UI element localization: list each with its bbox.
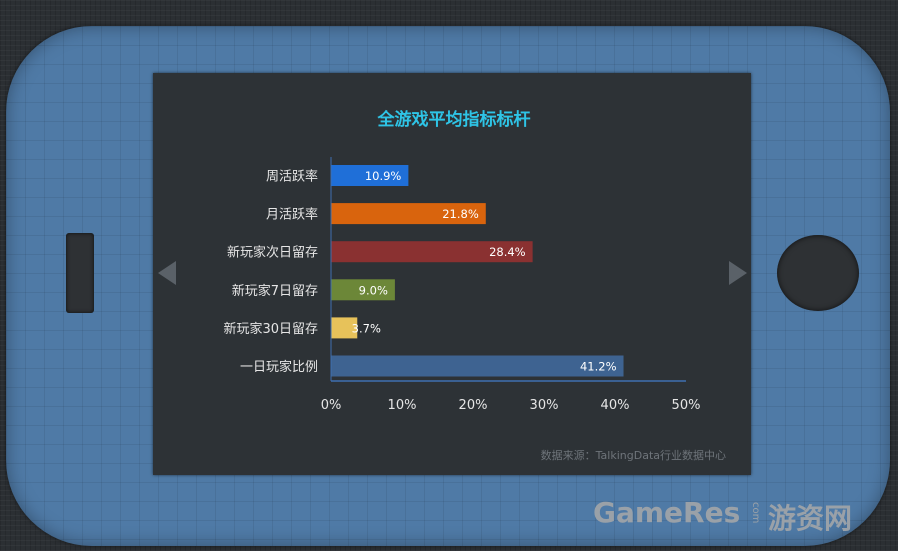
category-label: 新玩家7日留存: [232, 283, 318, 299]
value-label: 3.7%: [352, 321, 381, 335]
category-label: 新玩家次日留存: [227, 245, 318, 261]
category-label: 一日玩家比例: [240, 359, 318, 375]
watermark-cn: 游资网: [768, 502, 853, 535]
x-tick-label: 10%: [388, 398, 417, 413]
bars-layer: 周活跃率 10.9% 月活跃率 21.8% 新玩家次日留存 28.4% 新玩家7日留存 9.0…: [223, 165, 624, 377]
x-tick-label: 30%: [530, 398, 559, 413]
arrow-right-icon[interactable]: [729, 261, 747, 285]
category-label: 周活跃率: [266, 169, 318, 185]
value-label: 9.0%: [359, 283, 388, 297]
category-label: 新玩家30日留存: [223, 321, 318, 337]
category-label: 月活跃率: [266, 207, 318, 223]
value-label: 10.9%: [365, 169, 402, 183]
chart-title: 全游戏平均指标标杆: [377, 109, 531, 130]
arrow-left-icon[interactable]: [158, 261, 176, 285]
x-tick-label: 0%: [321, 398, 342, 413]
x-tick-label: 20%: [459, 398, 488, 413]
bar: [331, 203, 486, 225]
x-tick-label: 50%: [672, 398, 701, 413]
bar: [331, 355, 624, 377]
phone-speaker: [66, 233, 94, 313]
phone-screen: [153, 73, 751, 475]
watermark-domain: com: [750, 502, 761, 524]
value-label: 28.4%: [489, 245, 526, 259]
watermark-brand: GameRes: [593, 496, 741, 529]
x-tick-label: 40%: [601, 398, 630, 413]
chart-source: 数据来源：TalkingData行业数据中心: [541, 448, 726, 462]
phone-home-button: [777, 235, 859, 311]
bar: [331, 279, 395, 301]
value-label: 21.8%: [442, 207, 479, 221]
x-axis: 0% 10% 20% 30% 40% 50%: [321, 157, 701, 413]
bar: [331, 241, 533, 263]
value-label: 41.2%: [580, 360, 617, 374]
bar: [331, 165, 409, 186]
bar: [331, 317, 358, 339]
